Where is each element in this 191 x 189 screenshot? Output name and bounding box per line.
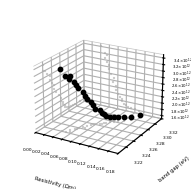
Y-axis label: band gap (eV): band gap (eV) bbox=[158, 155, 190, 183]
X-axis label: Resistivity (Ωm): Resistivity (Ωm) bbox=[34, 176, 77, 189]
